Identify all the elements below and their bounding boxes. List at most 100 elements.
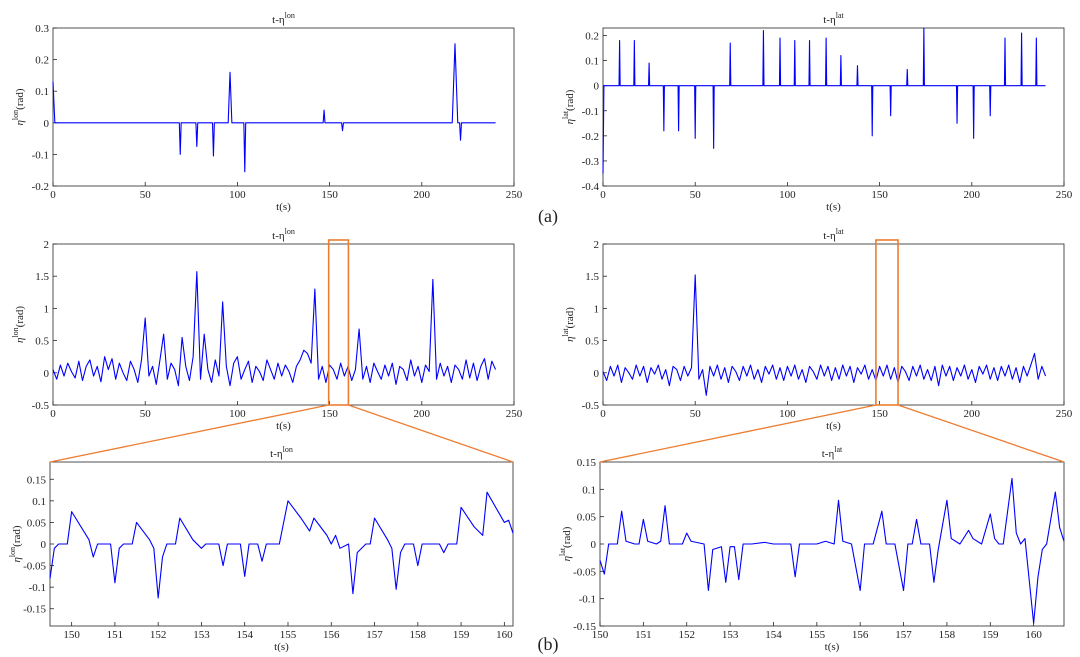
x-tick-label: 156 (852, 629, 869, 641)
title-sup: lon (285, 11, 295, 20)
y-tick-label: 0 (41, 539, 47, 551)
x-tick-label: 158 (410, 629, 427, 641)
y-tick-label: 0 (591, 539, 597, 551)
x-tick-label: 155 (809, 629, 826, 641)
x-tick-label: 0 (600, 189, 606, 201)
zoom-box (875, 239, 899, 406)
subplot: 0 50 100 150 200 250-0.500.511.52t-ηlont(s)ηl… (11, 227, 523, 432)
y-tick-label: 0.2 (35, 55, 49, 67)
x-tick-label: 250 (1056, 408, 1073, 420)
x-tick-label: 153 (193, 629, 210, 641)
ylabel-unit: (rad) (564, 89, 576, 111)
y-tick-label: -0.2 (582, 131, 599, 143)
ylabel-unit: (rad) (564, 307, 576, 329)
x-tick-label: 0 (50, 189, 56, 201)
x-tick-label: 150 (63, 629, 80, 641)
x-tick-label: 150 (321, 189, 338, 201)
y-tick-label: 1.5 (35, 271, 49, 283)
x-tick-label: 0 (600, 408, 606, 420)
x-tick-label: 200 (964, 189, 981, 201)
title-main: t-η (272, 230, 285, 242)
x-axis-label: t(s) (826, 420, 841, 432)
ylabel-sup: lat (561, 110, 570, 119)
data-line (52, 43, 496, 173)
y-tick-label: -0.15 (573, 621, 596, 633)
y-axis-label: ηlat(rad) (561, 89, 576, 124)
x-tick-label: 160 (496, 629, 513, 641)
axes-frame (49, 461, 514, 627)
x-tick-label: 152 (678, 629, 695, 641)
x-tick-label: 200 (964, 408, 981, 420)
y-tick-label: -0.3 (582, 156, 600, 168)
ylabel-main: η (564, 336, 576, 341)
x-tick-label: 100 (779, 408, 796, 420)
y-tick-label: 0.1 (32, 496, 46, 508)
x-tick-label: 150 (321, 408, 338, 420)
title-main: t-η (270, 448, 283, 460)
y-tick-label: 1 (44, 303, 50, 315)
ylabel-main: η (561, 556, 573, 561)
x-tick-label: 50 (140, 189, 152, 201)
data-line (52, 271, 497, 387)
x-tick-label: 150 (871, 189, 888, 201)
y-tick-label: 0.1 (35, 86, 49, 98)
x-tick-label: 150 (592, 629, 609, 641)
x-tick-label: 200 (414, 189, 431, 201)
y-tick-label: 0.1 (585, 56, 599, 68)
title-main: t-η (823, 14, 836, 26)
title-main: t-η (822, 448, 835, 460)
data-line (599, 477, 1065, 624)
axes-frame (52, 27, 515, 187)
zoom-connector (348, 404, 514, 463)
ylabel-main: η (14, 338, 26, 343)
ylabel-main: η (14, 120, 26, 125)
x-tick-label: 160 (1025, 629, 1042, 641)
y-tick-label: -0.1 (29, 582, 46, 594)
y-tick-label: -0.5 (32, 400, 50, 412)
y-tick-label: 0.05 (577, 512, 597, 524)
y-axis-label: ηlon(rad) (11, 306, 26, 343)
ylabel-sup: lat (561, 328, 570, 337)
x-tick-label: 250 (506, 189, 523, 201)
x-tick-label: 50 (690, 408, 702, 420)
zoom-box (327, 239, 350, 406)
title-main: t-η (823, 230, 836, 242)
axes-frame (602, 27, 1065, 187)
y-tick-label: 1 (594, 303, 600, 315)
x-axis-label: t(s) (825, 641, 840, 653)
x-tick-label: 152 (150, 629, 167, 641)
x-tick-label: 250 (506, 408, 523, 420)
y-tick-label: -0.4 (582, 181, 600, 193)
y-tick-label: -0.05 (573, 566, 596, 578)
chart-title: t-ηlat (823, 11, 844, 26)
x-tick-label: 200 (414, 408, 431, 420)
x-tick-label: 100 (779, 189, 796, 201)
x-tick-label: 50 (140, 408, 152, 420)
x-tick-label: 150 (871, 408, 888, 420)
x-tick-label: 157 (366, 629, 383, 641)
x-tick-label: 156 (323, 629, 340, 641)
ylabel-unit: (rad) (561, 526, 573, 548)
subplot: 0 50 100 150 200 250-0.500.511.52t-ηlatt(s)ηl… (561, 227, 1073, 432)
title-sup: lat (836, 11, 845, 20)
y-tick-label: 0.3 (35, 23, 49, 35)
title-sup: lat (834, 445, 843, 454)
x-tick-label: 0 (50, 408, 56, 420)
y-tick-label: -0.05 (23, 561, 46, 573)
x-tick-label: 151 (635, 629, 652, 641)
chart-title: t-ηlon (272, 11, 295, 26)
y-tick-label: 0 (594, 368, 600, 380)
y-tick-label: -0.5 (582, 400, 600, 412)
zoom-connector (599, 404, 877, 463)
title-main: t-η (272, 14, 285, 26)
x-tick-label: 157 (895, 629, 912, 641)
y-tick-label: -0.1 (32, 149, 49, 161)
y-tick-label: 0.15 (577, 457, 597, 469)
x-axis-label: t(s) (274, 641, 289, 653)
x-tick-label: 100 (229, 408, 246, 420)
subplot: 0 50 100 150 200 250 -0.4 -0.3 -0.2 -0.1 0 0.1 0.2 t-… (561, 11, 1073, 213)
y-tick-label: -0.1 (579, 594, 596, 606)
y-tick-label: 2 (44, 239, 50, 251)
y-tick-label: 0 (594, 81, 600, 93)
